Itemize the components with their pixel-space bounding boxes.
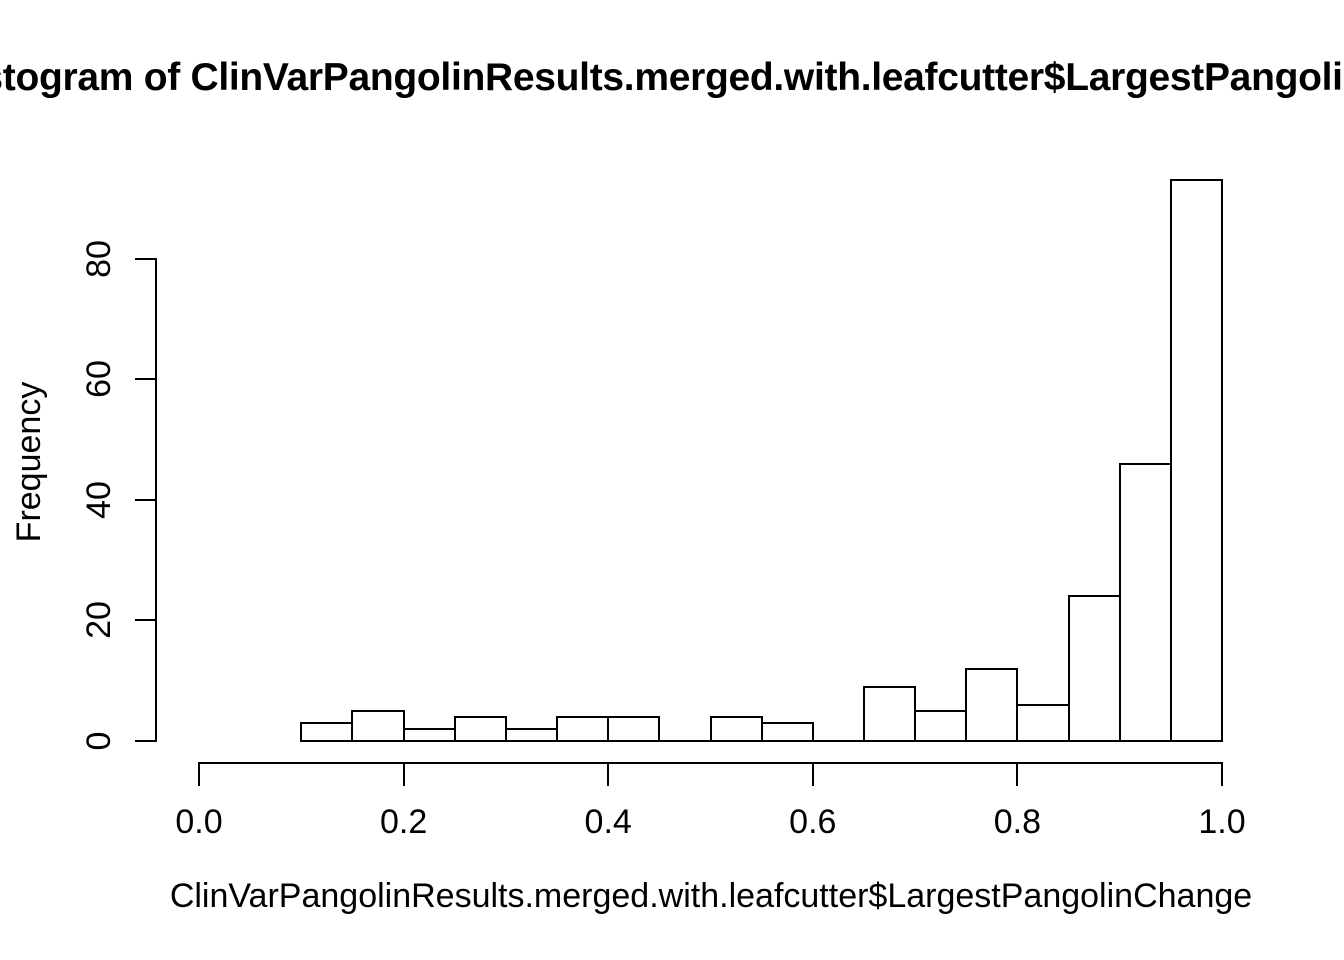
x-axis-tick-label: 0.4 (584, 803, 632, 841)
y-axis-tick-mark (135, 257, 156, 260)
x-axis-tick-mark (811, 762, 814, 786)
y-axis-line (155, 257, 157, 742)
y-axis-label: Frequency (10, 381, 48, 543)
histogram-bar (351, 709, 405, 742)
histogram-bar (709, 715, 763, 742)
x-axis-tick-mark (1016, 762, 1019, 786)
x-axis-tick-mark (1221, 762, 1223, 786)
x-axis-label: ClinVarPangolinResults.merged.with.leafc… (169, 877, 1253, 915)
histogram-bar (453, 715, 507, 742)
histogram-bar (1067, 595, 1121, 742)
histogram-bar (402, 727, 456, 742)
x-axis-tick-label: 0.2 (379, 803, 428, 841)
y-axis-tick-label: 20 (80, 601, 118, 640)
x-axis-tick-label: 1.0 (1198, 803, 1246, 841)
y-axis-tick-label: 0 (80, 731, 118, 751)
histogram-bar (607, 715, 661, 742)
x-axis-tick-mark (198, 762, 200, 786)
y-axis-tick-label: 60 (80, 360, 118, 399)
histogram-bar (556, 715, 610, 742)
histogram-bar (760, 721, 814, 742)
y-axis-tick-mark (135, 740, 156, 742)
histogram-bar (1169, 179, 1223, 742)
y-axis-tick-mark (135, 619, 156, 622)
histogram-bar (965, 667, 1019, 742)
histogram-bar (504, 727, 559, 742)
x-axis-tick-label: 0.0 (175, 803, 223, 841)
histogram-bar (914, 709, 968, 742)
chart-title: Histogram of ClinVarPangolinResults.merg… (0, 56, 1344, 99)
y-axis-tick-mark (135, 378, 156, 381)
x-axis-tick-mark (402, 762, 405, 786)
x-axis-line (198, 762, 1223, 764)
histogram-bar (1016, 703, 1070, 742)
histogram-bar (300, 721, 354, 742)
x-axis-tick-label: 0.8 (993, 803, 1042, 841)
x-axis-tick-label: 0.6 (789, 803, 837, 841)
histogram-bar (862, 685, 917, 742)
y-axis-tick-mark (135, 498, 156, 501)
histogram-bar (1118, 462, 1172, 742)
y-axis-tick-label: 40 (80, 480, 118, 519)
x-axis-tick-mark (607, 762, 610, 786)
y-axis-tick-label: 80 (80, 239, 118, 278)
